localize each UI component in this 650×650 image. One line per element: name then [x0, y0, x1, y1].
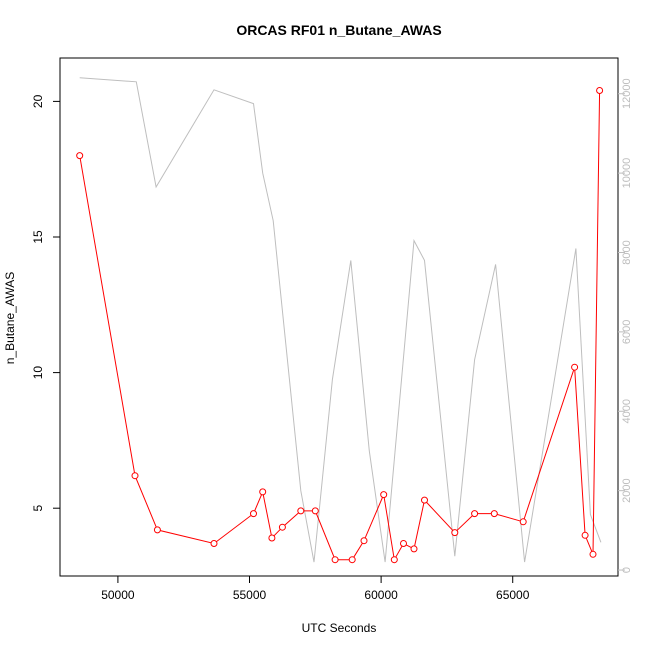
- y2-tick-label: 8000: [621, 240, 633, 264]
- y-tick-label: 15: [31, 230, 45, 244]
- chart-title: ORCAS RF01 n_Butane_AWAS: [236, 22, 441, 38]
- data-point: [519, 518, 527, 526]
- y2-tick-label: 10000: [621, 158, 633, 189]
- plot-area-frame: [59, 57, 619, 577]
- data-point: [268, 534, 276, 542]
- data-point: [400, 540, 407, 547]
- y2-tick-label: 6000: [621, 320, 633, 344]
- x-tick-label: 60000: [364, 588, 398, 602]
- x-tick-label: 55000: [233, 588, 267, 602]
- data-point: [390, 556, 398, 564]
- data-point: [153, 526, 161, 534]
- y2-tick-label: 12000: [621, 78, 633, 109]
- data-point: [571, 363, 579, 371]
- y-axis-left: 5 10 15 20: [31, 94, 60, 512]
- series-line-left-axis: [79, 90, 601, 562]
- y-tick-label: 20: [31, 94, 45, 108]
- data-point: [589, 550, 597, 558]
- data-point: [471, 510, 479, 518]
- data-point: [131, 472, 139, 480]
- data-point: [360, 537, 368, 545]
- y2-tick-label: 2000: [621, 478, 633, 502]
- data-point: [297, 507, 305, 515]
- data-point: [490, 510, 498, 518]
- y-axis-label: n_Butane_AWAS: [3, 272, 17, 365]
- data-point: [581, 531, 589, 539]
- data-point: [331, 556, 339, 564]
- data-point: [259, 488, 267, 496]
- y-tick-label: 10: [31, 366, 45, 380]
- y2-tick-label: 0: [621, 567, 633, 573]
- x-axis: 50000 55000 60000 65000: [101, 576, 530, 602]
- y-axis-right: 0 2000 4000 6000 8000 10000 12000: [618, 78, 633, 573]
- series-line-right-axis: [79, 77, 602, 563]
- y2-tick-label: 4000: [621, 399, 633, 423]
- data-point: [348, 556, 356, 564]
- data-point: [278, 523, 286, 531]
- data-point: [76, 152, 84, 160]
- data-point: [596, 87, 604, 94]
- data-point: [451, 529, 459, 537]
- data-point: [410, 545, 418, 553]
- x-tick-label: 50000: [101, 588, 135, 602]
- data-point: [421, 496, 428, 504]
- x-axis-label: UTC Seconds: [302, 621, 377, 635]
- data-point: [210, 540, 218, 547]
- data-point: [380, 491, 388, 499]
- data-point: [250, 510, 257, 518]
- data-point: [311, 507, 319, 515]
- series-layer: [76, 77, 604, 564]
- y-tick-label: 5: [31, 505, 45, 512]
- x-tick-label: 65000: [496, 588, 530, 602]
